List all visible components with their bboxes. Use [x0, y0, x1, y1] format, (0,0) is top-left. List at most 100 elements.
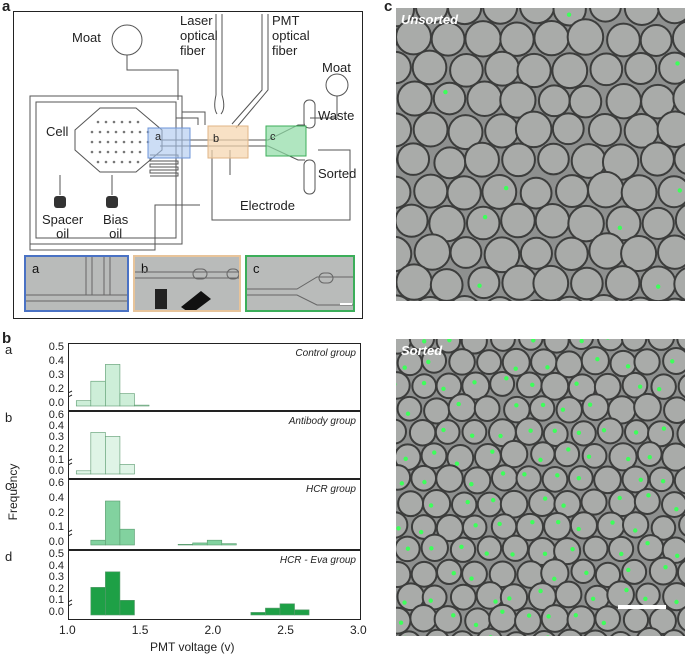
bar-a-4 — [134, 404, 150, 407]
droplet — [581, 443, 608, 469]
label-laser-fiber: Laser optical fiber — [180, 13, 218, 58]
droplet — [488, 603, 518, 633]
droplet — [490, 464, 519, 492]
droplet — [553, 537, 582, 566]
droplet — [532, 264, 570, 301]
fluorescent-cell — [566, 447, 571, 452]
droplet — [411, 49, 448, 86]
histogram-hcr: HCR group c — [5, 478, 361, 550]
fluorescent-cell — [540, 402, 546, 408]
droplet — [621, 511, 650, 539]
fluorescent-cell — [574, 381, 579, 386]
droplet — [566, 18, 605, 56]
bar-b-3 — [119, 464, 135, 475]
droplet — [515, 512, 545, 542]
fluorescent-cell — [538, 457, 543, 463]
fluorescent-cell — [646, 493, 651, 498]
droplet — [430, 21, 466, 57]
inset-b-channels — [135, 268, 239, 310]
fluorescent-cell — [656, 386, 662, 392]
fluorescent-cell — [647, 454, 652, 460]
title-hcr: HCR group — [305, 484, 356, 495]
fluorescent-cell — [530, 382, 535, 388]
droplet — [396, 80, 433, 117]
droplet — [633, 488, 661, 515]
ytick-d-4: 0.4 — [48, 559, 64, 572]
droplet — [532, 630, 556, 636]
droplet — [635, 582, 661, 608]
droplet — [606, 22, 641, 58]
droplet — [396, 175, 412, 209]
fluorescent-cell — [443, 89, 448, 95]
droplet — [620, 339, 648, 352]
droplet — [499, 439, 529, 469]
ytick-b-4: 0.4 — [48, 420, 64, 433]
fluorescent-cell — [500, 471, 506, 476]
droplet — [490, 339, 516, 352]
droplet — [500, 202, 536, 239]
droplet — [620, 174, 658, 212]
droplet — [540, 604, 570, 633]
droplet — [518, 339, 544, 351]
fluorescent-cell — [633, 430, 639, 435]
fluorescent-cell — [399, 481, 405, 486]
droplet — [467, 266, 501, 300]
droplet — [633, 392, 662, 422]
droplet — [678, 513, 685, 537]
droplet — [483, 236, 521, 274]
droplet — [396, 371, 411, 400]
label-pmt-line1: PMT — [272, 13, 300, 28]
fluorescent-cell — [510, 552, 515, 557]
droplet — [514, 110, 553, 149]
droplet — [648, 466, 675, 493]
ytick-a-4: 0.5 — [48, 341, 64, 353]
droplet — [519, 176, 553, 210]
fluorescent-cell — [473, 523, 478, 528]
droplet — [657, 175, 685, 209]
droplet — [435, 558, 463, 586]
fluorescent-cell — [675, 61, 680, 66]
label-sorted: Sorted — [318, 166, 357, 181]
droplet — [409, 604, 438, 633]
panel-label-c: c — [384, 0, 393, 15]
droplet — [589, 293, 619, 301]
bar-c-1 — [105, 500, 121, 546]
ytick-a-2: 0.3 — [48, 369, 64, 381]
fluorescent-cell — [402, 600, 407, 605]
ytick-b-0: 0.0 — [48, 465, 64, 477]
fluorescent-cell — [459, 544, 464, 550]
fluorescent-cell — [503, 185, 509, 191]
droplet — [637, 534, 665, 562]
droplet — [519, 236, 553, 270]
droplet — [594, 561, 622, 589]
fluorescent-cell — [451, 613, 456, 618]
droplet — [661, 442, 685, 472]
droplet — [596, 339, 625, 352]
droplet — [432, 81, 467, 116]
droplet — [506, 631, 527, 636]
droplet — [464, 20, 502, 58]
fluorescent-cell — [513, 366, 518, 371]
fluorescent-cell — [490, 449, 495, 454]
droplet — [476, 349, 502, 376]
droplet — [554, 580, 583, 609]
droplet — [664, 297, 685, 301]
fluorescent-cell — [507, 596, 512, 601]
droplet — [451, 294, 478, 301]
droplet — [542, 421, 569, 447]
droplet — [570, 420, 597, 447]
droplet — [589, 52, 624, 87]
droplet — [657, 234, 685, 270]
droplet — [410, 464, 438, 492]
droplet — [449, 583, 477, 611]
fluorescent-cell — [556, 519, 561, 525]
droplet — [397, 490, 425, 518]
fluorescent-cell — [638, 477, 643, 483]
droplet — [499, 21, 535, 57]
ytick-c-2: 0.2 — [48, 506, 64, 519]
fluorescent-cell — [663, 564, 668, 570]
fluorescent-cell — [490, 497, 496, 503]
fluorescent-cell — [528, 428, 533, 433]
fluorescent-cell — [429, 546, 434, 551]
fluorescent-cell — [643, 596, 648, 601]
